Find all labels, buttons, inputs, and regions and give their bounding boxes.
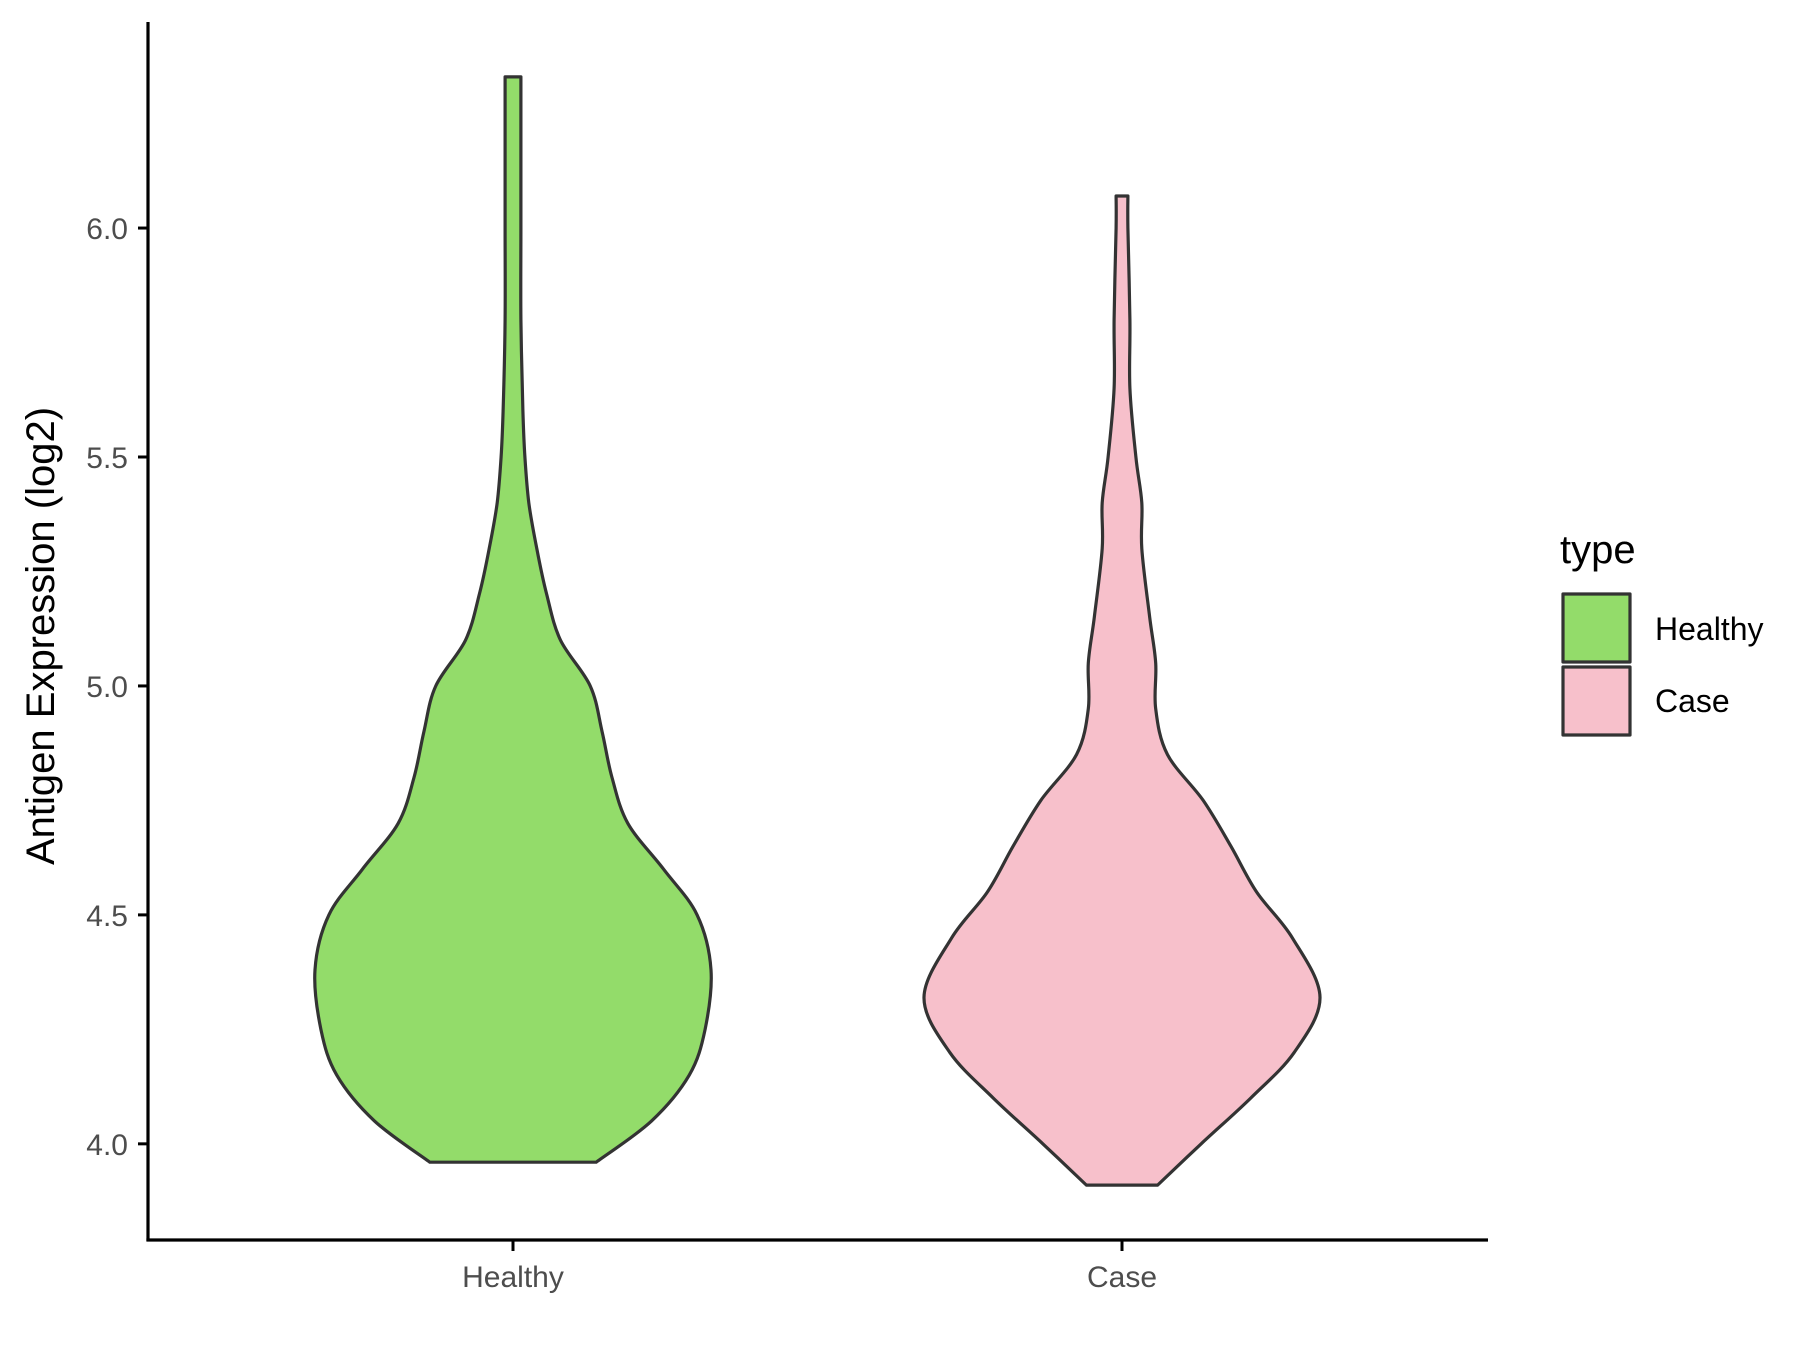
x-axis-ticks: Healthy Case <box>462 1240 1157 1294</box>
plot-area: 4.0 4.5 5.0 5.5 6.0 Healthy Case <box>86 22 1488 1294</box>
violin-case <box>922 194 1322 1187</box>
legend-label-healthy: Healthy <box>1655 611 1764 647</box>
y-tick-label: 6.0 <box>86 213 128 246</box>
violins <box>313 75 1322 1187</box>
y-tick-label: 5.0 <box>86 671 128 704</box>
x-tick-label-case: Case <box>1087 1261 1157 1294</box>
legend-key-case <box>1561 665 1632 737</box>
legend-title: type <box>1560 528 1636 572</box>
legend-key-healthy <box>1561 592 1632 664</box>
y-tick-label: 4.5 <box>86 900 128 933</box>
legend: type Healthy Case <box>1560 528 1764 737</box>
violin-healthy <box>313 75 713 1164</box>
legend-label-case: Case <box>1655 683 1730 719</box>
y-tick-label: 4.0 <box>86 1129 128 1162</box>
y-axis-title: Antigen Expression (log2) <box>19 407 63 865</box>
y-axis-ticks: 4.0 4.5 5.0 5.5 6.0 <box>86 213 148 1162</box>
x-tick-label-healthy: Healthy <box>462 1261 564 1294</box>
y-tick-label: 5.5 <box>86 442 128 475</box>
